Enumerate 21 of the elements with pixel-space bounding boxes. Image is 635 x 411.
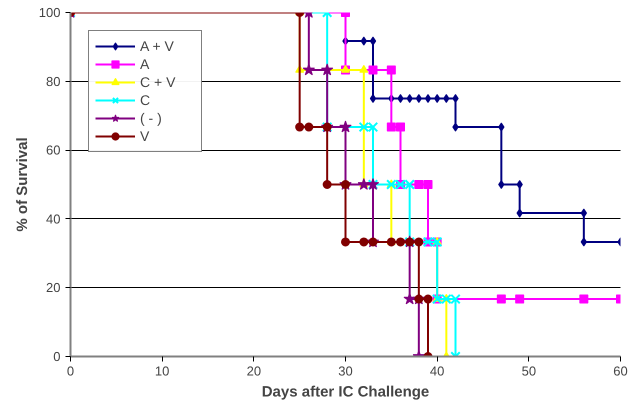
y-tick-label: 0 bbox=[53, 349, 61, 364]
legend-label: ( - ) bbox=[140, 109, 163, 127]
legend-label: A + V bbox=[140, 37, 175, 55]
y-axis-title: % of Survival bbox=[14, 137, 31, 232]
legend-label: C + V bbox=[140, 73, 176, 91]
y-tick-label: 80 bbox=[46, 74, 61, 89]
legend-label: A bbox=[140, 55, 150, 73]
y-tick-label: 60 bbox=[46, 142, 61, 158]
x-tick-label: 10 bbox=[154, 364, 170, 378]
legend-label: V bbox=[140, 127, 150, 145]
y-tick-label: 100 bbox=[38, 5, 61, 20]
x-tick-label: 40 bbox=[430, 364, 444, 378]
y-tick-label: 40 bbox=[46, 211, 61, 226]
y-tick-label: 20 bbox=[46, 280, 61, 296]
x-tick-label: 0 bbox=[66, 364, 74, 378]
x-tick-label: 20 bbox=[246, 364, 262, 378]
x-tick-label: 30 bbox=[338, 364, 353, 378]
x-axis-title: Days after IC Challenge bbox=[262, 384, 430, 400]
legend-label: C bbox=[140, 91, 152, 109]
x-tick-label: 60 bbox=[613, 364, 628, 378]
x-tick-label: 50 bbox=[522, 364, 536, 378]
